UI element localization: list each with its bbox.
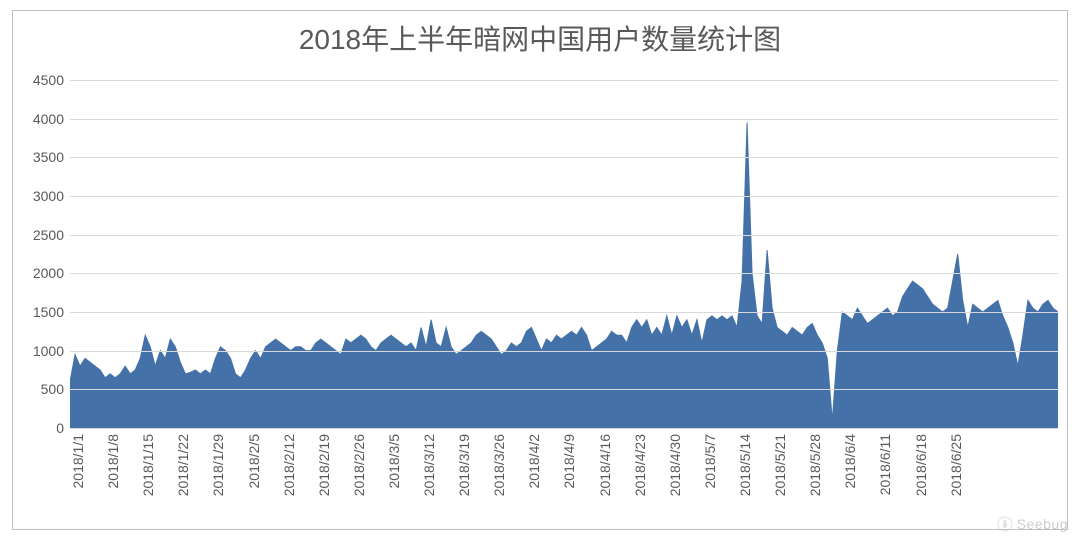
gridline <box>70 389 1058 390</box>
chart-title: 2018年上半年暗网中国用户数量统计图 <box>12 18 1068 58</box>
watermark-text: Seebug <box>1017 516 1068 532</box>
x-tick-label: 2018/6/4 <box>842 434 858 489</box>
watermark: Seebug <box>997 516 1068 532</box>
y-tick-label: 4500 <box>33 72 70 88</box>
y-tick-label: 500 <box>41 381 70 397</box>
gridline <box>70 119 1058 120</box>
bug-icon <box>997 516 1013 532</box>
y-tick-label: 4000 <box>33 111 70 127</box>
y-tick-label: 2000 <box>33 265 70 281</box>
x-tick-label: 2018/4/16 <box>597 434 613 496</box>
gridline <box>70 351 1058 352</box>
x-tick-label: 2018/5/7 <box>702 434 718 489</box>
x-tick-label: 2018/4/9 <box>561 434 577 489</box>
gridline <box>70 80 1058 81</box>
x-tick-label: 2018/3/26 <box>491 434 507 496</box>
x-tick-label: 2018/1/8 <box>105 434 121 489</box>
y-tick-label: 2500 <box>33 227 70 243</box>
x-tick-label: 2018/3/19 <box>456 434 472 496</box>
x-tick-label: 2018/2/5 <box>246 434 262 489</box>
plot-area: 2018/1/12018/1/82018/1/152018/1/222018/1… <box>70 80 1058 428</box>
y-tick-label: 3500 <box>33 149 70 165</box>
gridline <box>70 273 1058 274</box>
x-tick-label: 2018/1/1 <box>70 434 86 489</box>
x-tick-label: 2018/5/21 <box>772 434 788 496</box>
area-svg <box>70 80 1058 428</box>
x-tick-label: 2018/5/28 <box>807 434 823 496</box>
x-tick-label: 2018/3/12 <box>421 434 437 496</box>
x-tick-label: 2018/4/2 <box>526 434 542 489</box>
x-tick-label: 2018/4/30 <box>667 434 683 496</box>
x-tick-label: 2018/1/15 <box>140 434 156 496</box>
x-tick-label: 2018/2/19 <box>316 434 332 496</box>
x-tick-label: 2018/5/14 <box>737 434 753 496</box>
x-tick-label: 2018/1/22 <box>175 434 191 496</box>
x-tick-label: 2018/2/12 <box>281 434 297 496</box>
x-tick-label: 2018/6/11 <box>877 434 893 495</box>
x-tick-label: 2018/3/5 <box>386 434 402 489</box>
area-series <box>70 123 1058 428</box>
x-tick-label: 2018/6/25 <box>948 434 964 496</box>
gridline <box>70 312 1058 313</box>
gridline <box>70 235 1058 236</box>
x-tick-label: 2018/4/23 <box>632 434 648 496</box>
gridline <box>70 196 1058 197</box>
x-tick-label: 2018/6/18 <box>913 434 929 496</box>
y-tick-label: 0 <box>56 420 70 436</box>
x-tick-label: 2018/2/26 <box>351 434 367 496</box>
y-tick-label: 1000 <box>33 343 70 359</box>
x-tick-label: 2018/1/29 <box>210 434 226 496</box>
gridline <box>70 428 1058 429</box>
y-tick-label: 3000 <box>33 188 70 204</box>
gridline <box>70 157 1058 158</box>
y-tick-label: 1500 <box>33 304 70 320</box>
